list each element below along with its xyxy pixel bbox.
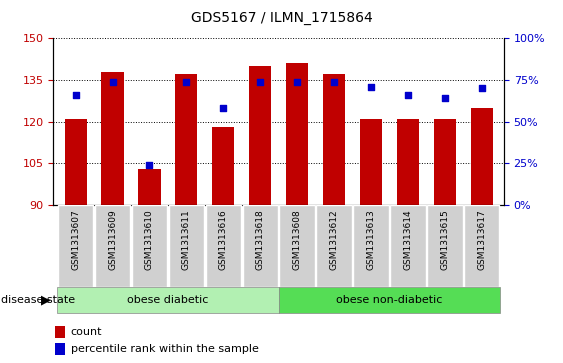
Bar bbox=[57, 287, 279, 313]
Bar bbox=[427, 205, 463, 287]
Bar bbox=[360, 119, 382, 205]
Point bbox=[145, 162, 154, 168]
Point bbox=[182, 79, 191, 85]
Text: GSM1313609: GSM1313609 bbox=[108, 209, 117, 270]
Text: GSM1313615: GSM1313615 bbox=[440, 209, 449, 270]
Text: count: count bbox=[71, 327, 102, 337]
Bar bbox=[279, 287, 500, 313]
Bar bbox=[353, 205, 388, 287]
Text: GSM1313616: GSM1313616 bbox=[219, 209, 228, 270]
Text: GDS5167 / ILMN_1715864: GDS5167 / ILMN_1715864 bbox=[191, 11, 372, 25]
Point bbox=[256, 79, 265, 85]
Point bbox=[367, 83, 376, 89]
Point bbox=[477, 85, 486, 91]
Bar bbox=[279, 205, 315, 287]
Point bbox=[440, 95, 449, 101]
Bar bbox=[55, 343, 65, 355]
Bar bbox=[175, 74, 198, 205]
Text: disease state: disease state bbox=[1, 295, 75, 305]
Text: GSM1313610: GSM1313610 bbox=[145, 209, 154, 270]
Bar bbox=[471, 108, 493, 205]
Bar bbox=[397, 119, 419, 205]
Bar bbox=[390, 205, 426, 287]
Bar bbox=[323, 74, 345, 205]
Text: GSM1313607: GSM1313607 bbox=[71, 209, 80, 270]
Text: GSM1313618: GSM1313618 bbox=[256, 209, 265, 270]
Point bbox=[404, 92, 413, 98]
Text: ▶: ▶ bbox=[41, 294, 51, 307]
Bar bbox=[464, 205, 499, 287]
Bar bbox=[55, 326, 65, 338]
Text: GSM1313611: GSM1313611 bbox=[182, 209, 191, 270]
Text: GSM1313608: GSM1313608 bbox=[293, 209, 302, 270]
Bar bbox=[132, 205, 167, 287]
Bar bbox=[58, 205, 93, 287]
Text: percentile rank within the sample: percentile rank within the sample bbox=[71, 344, 259, 354]
Text: GSM1313613: GSM1313613 bbox=[367, 209, 376, 270]
Bar bbox=[212, 127, 234, 205]
Text: GSM1313612: GSM1313612 bbox=[329, 209, 338, 270]
Bar bbox=[205, 205, 241, 287]
Bar bbox=[101, 72, 124, 205]
Bar bbox=[95, 205, 130, 287]
Text: GSM1313614: GSM1313614 bbox=[404, 209, 413, 270]
Bar bbox=[138, 169, 160, 205]
Point bbox=[329, 79, 338, 85]
Text: GSM1313617: GSM1313617 bbox=[477, 209, 486, 270]
Text: obese non-diabetic: obese non-diabetic bbox=[336, 295, 443, 305]
Bar bbox=[249, 66, 271, 205]
Bar bbox=[243, 205, 278, 287]
Bar bbox=[65, 119, 87, 205]
Point bbox=[219, 105, 228, 111]
Bar bbox=[316, 205, 352, 287]
Point bbox=[71, 92, 80, 98]
Bar bbox=[286, 63, 308, 205]
Bar bbox=[169, 205, 204, 287]
Point bbox=[108, 79, 117, 85]
Point bbox=[293, 79, 302, 85]
Bar bbox=[434, 119, 456, 205]
Text: obese diabetic: obese diabetic bbox=[127, 295, 209, 305]
